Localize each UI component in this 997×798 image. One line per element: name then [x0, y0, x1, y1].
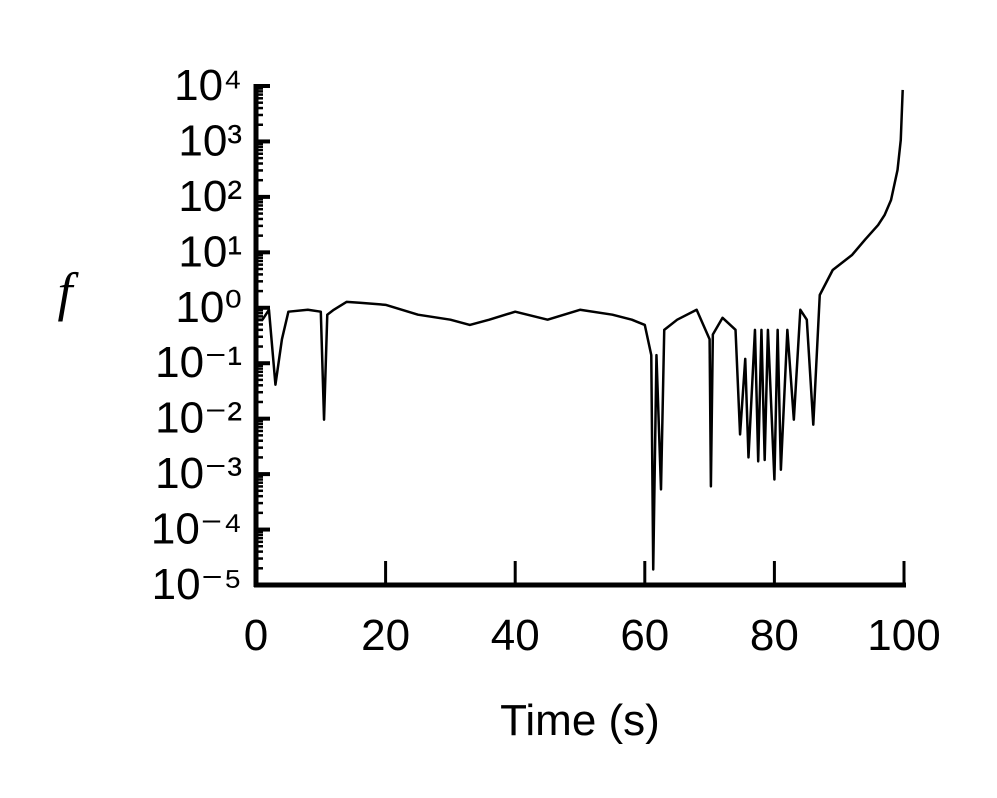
y-tick-label: 10⁻²: [155, 394, 242, 443]
y-tick-label: 10⁻¹: [155, 338, 242, 387]
data-line: [256, 89, 904, 571]
y-tick-label: 10⁻⁵: [152, 560, 242, 609]
y-tick-label: 10⁰: [175, 283, 242, 332]
y-tick-label: 10⁻⁴: [151, 505, 242, 554]
x-tick-label: 40: [491, 611, 540, 660]
y-tick-label: 10²: [178, 172, 242, 221]
x-axis-label: Time (s): [500, 696, 660, 745]
y-tick-label: 10¹: [178, 227, 242, 276]
y-axis-label: f: [57, 262, 79, 322]
x-tick-label: 0: [244, 611, 268, 660]
x-tick-label: 60: [620, 611, 669, 660]
y-tick-label: 10³: [178, 116, 242, 165]
x-tick-label: 20: [361, 611, 410, 660]
x-tick-label: 80: [750, 611, 799, 660]
x-tick-label: 100: [867, 611, 940, 660]
y-tick-label: 10⁻³: [155, 449, 242, 498]
y-tick-label: 10⁴: [174, 61, 242, 110]
